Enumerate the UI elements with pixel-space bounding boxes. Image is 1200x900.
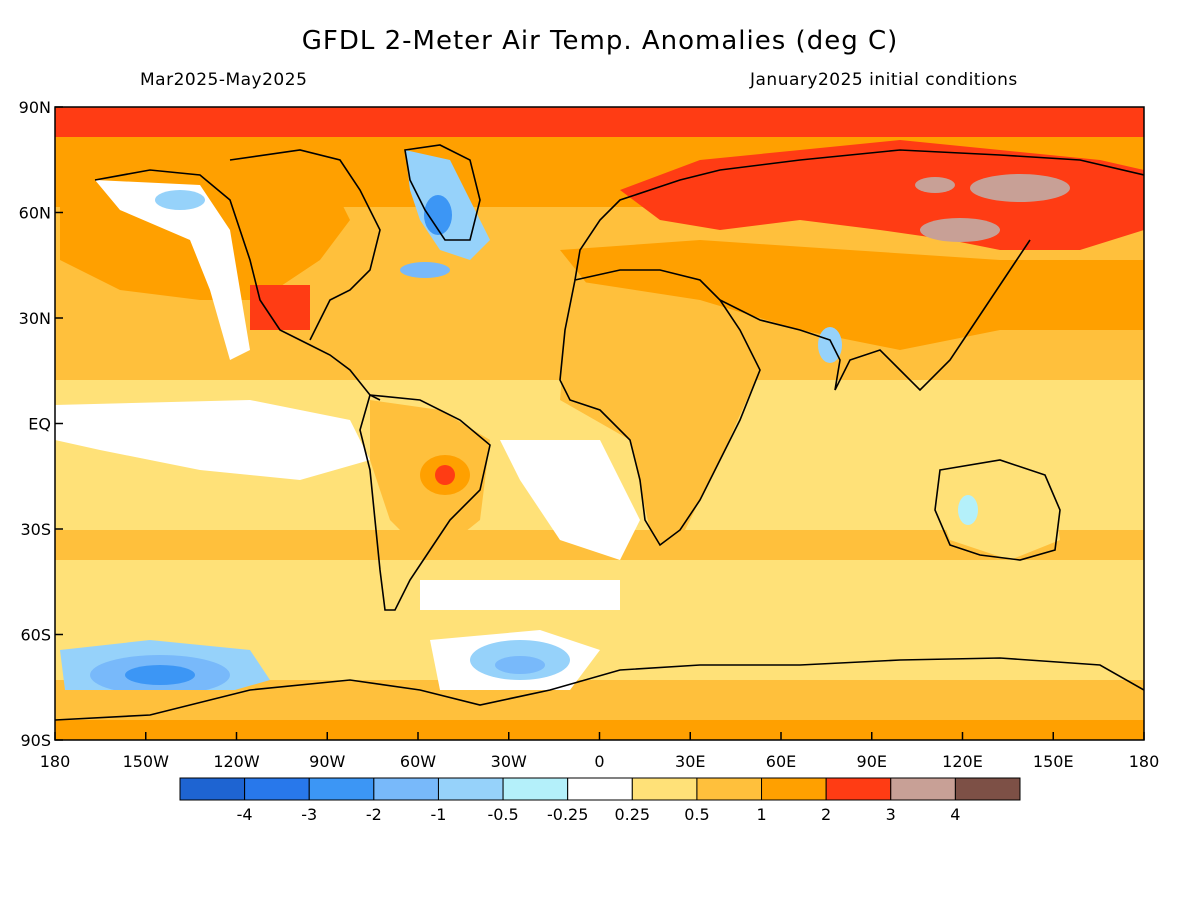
lat-label: 60N bbox=[19, 204, 51, 223]
lat-label: 60S bbox=[20, 626, 51, 645]
colorbar-swatch bbox=[502, 777, 569, 801]
latitude-axis: 90N 60N 30N EQ 30S 60S 90S bbox=[19, 98, 63, 750]
colorbar-swatch bbox=[373, 777, 439, 801]
colorbar-label: 0.25 bbox=[614, 805, 650, 824]
colorbar-label: -0.5 bbox=[487, 805, 518, 824]
lon-label: 180 bbox=[40, 752, 71, 771]
lat-label: 90S bbox=[20, 731, 51, 750]
lon-label: 150W bbox=[123, 752, 170, 771]
lon-label: 0 bbox=[594, 752, 604, 771]
colorbar-label: 0.5 bbox=[684, 805, 709, 824]
init-conditions-label: January2025 initial conditions bbox=[750, 70, 1018, 90]
colorbar-label: -4 bbox=[237, 805, 253, 824]
lat-label: 30S bbox=[20, 520, 51, 539]
colorbar-swatch bbox=[825, 777, 892, 801]
colorbar-label: -0.25 bbox=[547, 805, 588, 824]
colorbar-label: 2 bbox=[821, 805, 831, 824]
season-label: Mar2025-May2025 bbox=[140, 70, 308, 90]
colorbar-swatch bbox=[437, 777, 504, 801]
anomaly-field bbox=[55, 107, 1144, 740]
lon-label: 60E bbox=[766, 752, 796, 771]
colorbar-swatch bbox=[308, 777, 375, 801]
lon-label: 30W bbox=[491, 752, 527, 771]
map-title: GFDL 2-Meter Air Temp. Anomalies (deg C) bbox=[301, 26, 899, 56]
colorbar-swatch bbox=[631, 777, 698, 801]
lat-label: EQ bbox=[28, 415, 51, 434]
lon-label: 90E bbox=[857, 752, 887, 771]
coastlines bbox=[54, 144, 1145, 721]
colorbar-swatch bbox=[890, 777, 956, 801]
colorbar-label: 3 bbox=[886, 805, 896, 824]
colorbar-label: -2 bbox=[366, 805, 382, 824]
lon-label: 120E bbox=[942, 752, 983, 771]
lon-label: 120W bbox=[213, 752, 260, 771]
colorbar-swatch bbox=[567, 777, 633, 801]
lon-label: 30E bbox=[675, 752, 705, 771]
lat-label: 90N bbox=[19, 98, 51, 117]
lon-label: 180 bbox=[1129, 752, 1160, 771]
colorbar: -4 -3 -2 -1 -0.5 -0.25 0.25 0.5 1 2 3 4 bbox=[179, 777, 1021, 824]
colorbar-label: 4 bbox=[950, 805, 960, 824]
colorbar-swatch bbox=[179, 777, 246, 801]
longitude-axis: 180 150W 120W 90W 60W 30W 0 30E 60E 90E 120E 150E 18… bbox=[40, 732, 1160, 771]
lon-label: 90W bbox=[309, 752, 345, 771]
lat-label: 30N bbox=[19, 309, 51, 328]
lon-label: 60W bbox=[400, 752, 436, 771]
colorbar-swatch bbox=[761, 777, 827, 801]
colorbar-label: -1 bbox=[430, 805, 446, 824]
lon-label: 150E bbox=[1033, 752, 1074, 771]
colorbar-label: 1 bbox=[756, 805, 766, 824]
colorbar-swatch bbox=[244, 777, 310, 801]
colorbar-label: -3 bbox=[301, 805, 317, 824]
colorbar-swatch bbox=[696, 777, 763, 801]
colorbar-swatch bbox=[954, 777, 1021, 801]
